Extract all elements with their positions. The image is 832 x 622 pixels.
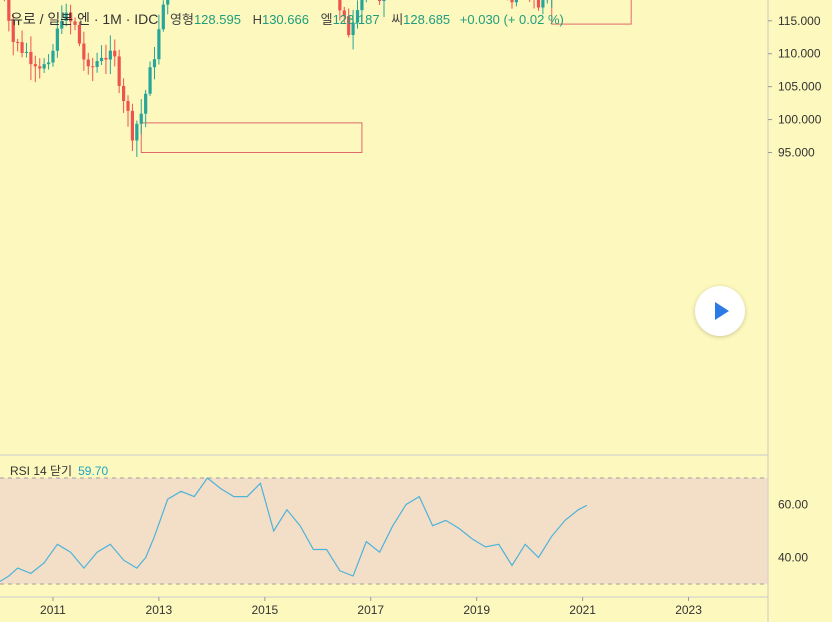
candle-body — [144, 93, 148, 114]
candle-body — [135, 123, 139, 141]
symbol-title[interactable]: 유로 / 일본 엔 · 1M · IDC — [10, 11, 159, 27]
candle-body — [347, 16, 351, 36]
candle-body — [99, 57, 104, 62]
candle-body — [77, 24, 82, 44]
price-tick-label: 110.000 — [778, 47, 821, 61]
open-label: 영형 — [170, 12, 194, 27]
candle-body — [360, 0, 364, 11]
axes — [0, 0, 769, 622]
close-label: 씨 — [391, 12, 404, 27]
candle-body — [161, 4, 165, 30]
candle-body — [95, 61, 99, 67]
candle-body — [152, 59, 157, 68]
high-value: 130.666 — [261, 12, 309, 27]
rsi-series — [0, 477, 588, 582]
candle-body — [7, 0, 11, 21]
price-axis-ticks: 160.000155.000150.000145.000140.000135.0… — [768, 14, 822, 160]
change-value: +0.030 (+ 0.02 %) — [459, 12, 564, 27]
candle-body — [113, 50, 117, 57]
low-label: 엘 — [320, 12, 333, 27]
high-label: H — [252, 12, 262, 27]
candle-body — [46, 62, 51, 65]
candle-body — [29, 51, 33, 65]
rsi-tick-label: 60.00 — [778, 498, 808, 512]
rsi-band-fill — [0, 478, 768, 584]
candle-body — [338, 0, 342, 11]
open-value: 128.595 — [193, 12, 241, 27]
replay-button[interactable] — [695, 286, 745, 336]
rsi-value: 59.70 — [78, 464, 109, 478]
candle-body — [148, 67, 152, 94]
candle-body — [86, 59, 90, 67]
candlestick-series — [3, 0, 553, 157]
legend-header: 유로 / 일본 엔 · 1M · IDC 영형128.595 H130.666 … — [10, 9, 570, 29]
time-axis-ticks: 2011 2013 2015 2017 2019 2021 2023 — [40, 597, 702, 617]
price-tick-label: 105.000 — [778, 80, 822, 94]
candle-body — [64, 12, 68, 21]
candle-body — [82, 43, 86, 60]
candle-body — [139, 113, 143, 124]
candle-body — [20, 42, 24, 53]
candle-body — [33, 64, 37, 67]
rsi-legend: RSI 14 닫기 59.70 — [10, 462, 108, 479]
candle-body — [536, 0, 541, 8]
candle-body — [24, 51, 29, 53]
candle-body — [541, 0, 545, 8]
candle-body — [60, 20, 64, 29]
time-tick-label: 2011 — [40, 603, 66, 617]
time-tick-label: 2023 — [675, 603, 702, 617]
play-icon — [715, 302, 729, 320]
rsi-axis-ticks: 60.00 40.00 — [778, 498, 808, 565]
candle-body — [351, 22, 355, 36]
price-tick-label: 100.000 — [778, 113, 822, 127]
close-value: 128.685 — [403, 12, 451, 27]
time-tick-label: 2021 — [569, 603, 596, 617]
rsi-label[interactable]: RSI 14 닫기 — [10, 464, 73, 478]
candle-body — [38, 66, 42, 69]
candle-body — [166, 0, 170, 5]
candle-body — [121, 85, 126, 102]
candle-body — [130, 110, 135, 141]
candle-body — [69, 12, 73, 22]
rsi-band — [0, 477, 768, 585]
price-tick-label: 115.000 — [778, 14, 821, 28]
candle-body — [117, 56, 121, 86]
candle-body — [91, 66, 95, 68]
candle-body — [377, 0, 382, 2]
annotation-boxes — [140, 0, 632, 153]
low-value: 128.187 — [332, 12, 380, 27]
time-tick-label: 2017 — [357, 603, 384, 617]
time-tick-label: 2015 — [251, 603, 278, 617]
price-tick-label: 95.000 — [778, 146, 815, 160]
candle-body — [16, 41, 20, 43]
candle-body — [73, 21, 77, 25]
rsi-line-path — [0, 477, 588, 582]
candle-body — [104, 57, 108, 60]
candle-body — [157, 29, 161, 60]
candle-body — [514, 0, 519, 3]
time-tick-label: 2013 — [146, 603, 173, 617]
candle-body — [42, 64, 46, 69]
annotation-box-5 — [140, 122, 363, 153]
candle-body — [126, 101, 130, 111]
annotation-box-4 — [551, 0, 632, 25]
candle-body — [382, 0, 386, 2]
time-tick-label: 2019 — [463, 603, 490, 617]
candle-body — [108, 50, 112, 60]
candle-body — [11, 20, 15, 42]
rsi-tick-label: 40.00 — [778, 551, 808, 565]
candle-body — [510, 0, 514, 3]
candle-body — [355, 10, 360, 23]
candle-body — [51, 50, 55, 63]
candle-body — [55, 28, 59, 51]
candle-body — [342, 10, 346, 17]
